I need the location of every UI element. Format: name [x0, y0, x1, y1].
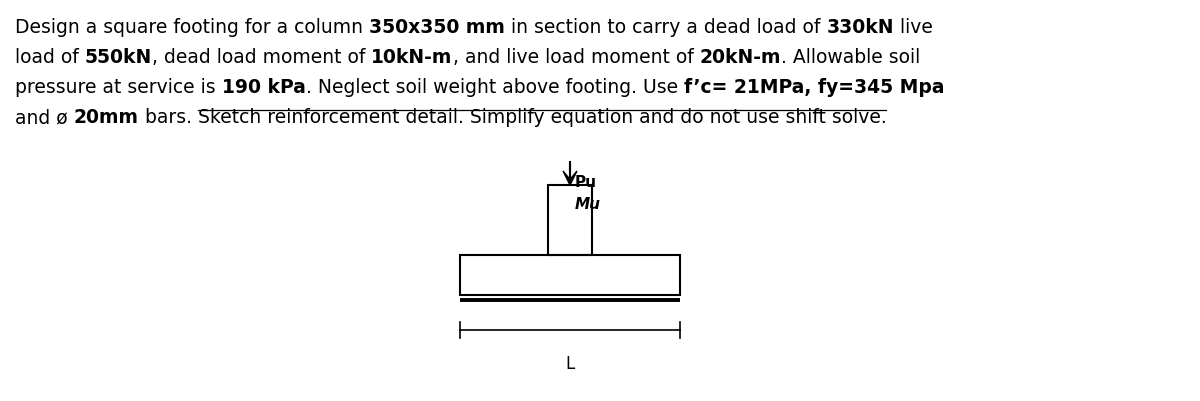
Text: L: L	[565, 355, 575, 373]
Text: Mu: Mu	[575, 197, 601, 212]
Bar	[460, 255, 680, 295]
Text: Sketch reinforcement detail. Simplify equation and do not use shift solve.: Sketch reinforcement detail. Simplify eq…	[198, 108, 887, 127]
Text: pressure at service is: pressure at service is	[14, 78, 222, 97]
Text: , and live load moment of: , and live load moment of	[452, 48, 700, 67]
Text: and ø: and ø	[14, 108, 73, 127]
Text: 20mm: 20mm	[73, 108, 139, 127]
Text: 330kN: 330kN	[827, 18, 894, 37]
Text: 550kN: 550kN	[85, 48, 152, 67]
Text: . Allowable soil: . Allowable soil	[781, 48, 920, 67]
Text: in section to carry a dead load of: in section to carry a dead load of	[505, 18, 827, 37]
Text: load of: load of	[14, 48, 85, 67]
Text: . Neglect soil weight above footing. Use: . Neglect soil weight above footing. Use	[306, 78, 684, 97]
Text: f’c= 21MPa, fy=345 Mpa: f’c= 21MPa, fy=345 Mpa	[684, 78, 944, 97]
Text: live: live	[894, 18, 932, 37]
Text: , dead load moment of: , dead load moment of	[152, 48, 371, 67]
Text: Design a square footing for a column: Design a square footing for a column	[14, 18, 370, 37]
Text: 190 kPa: 190 kPa	[222, 78, 306, 97]
Bar	[548, 185, 592, 255]
Text: bars.: bars.	[139, 108, 198, 127]
Polygon shape	[563, 171, 577, 185]
Text: Pu: Pu	[575, 175, 598, 190]
Text: 10kN-m: 10kN-m	[371, 48, 452, 67]
Text: 350x350 mm: 350x350 mm	[370, 18, 505, 37]
Text: 20kN-m: 20kN-m	[700, 48, 781, 67]
